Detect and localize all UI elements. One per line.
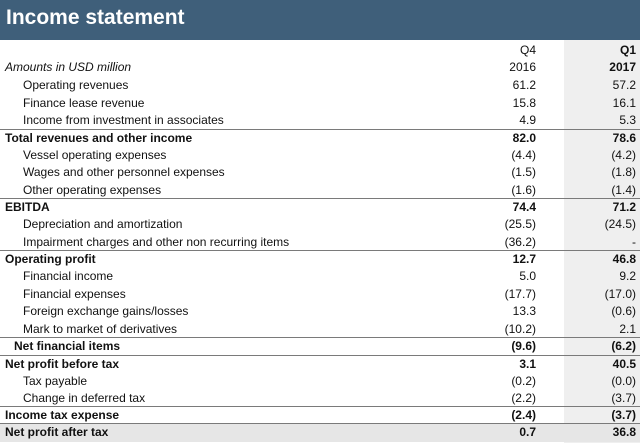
q1-2017-value: 71.2 [612,200,636,214]
column-header-bottom: Amounts in USD million 2016 2017 [0,59,640,76]
total-row: EBITDA 74.4 71.2 [0,198,640,217]
table-row: Change in deferred tax (2.2) (3.7) [0,390,640,408]
q1-2017-value: (0.0) [611,373,636,388]
q4-2016-value: (9.6) [511,339,536,353]
q4-2016-value: (36.2) [504,234,536,249]
q1-2017-value: 57.2 [612,78,636,92]
q1-2017-value: (3.7) [611,408,636,422]
table-row: Other operating expenses (1.6) (1.4) [0,182,640,200]
col-q1-header: Q1 [619,43,636,57]
row-label: Finance lease revenue [23,95,145,110]
q1-2017-value: 36.8 [612,425,636,439]
subtotal-row: Net financial items (9.6) (6.2) [0,337,640,356]
table-row: Financial income 5.0 9.2 [0,268,640,286]
q1-2017-value: 5.3 [619,113,636,127]
q1-2017-value: (17.0) [604,286,636,301]
row-label: Depreciation and amortization [23,217,183,231]
row-label: Vessel operating expenses [23,147,167,162]
q4-2016-value: 12.7 [512,252,536,266]
table-row: Financial expenses (17.7) (17.0) [0,286,640,304]
highlight-column [564,40,640,443]
row-label: Tax payable [23,373,88,388]
row-label: Foreign exchange gains/losses [23,304,189,318]
q4-2016-value: 5.0 [519,269,536,283]
q4-2016-value: 13.3 [512,304,536,318]
row-label: Other operating expenses [23,182,162,197]
row-label: Operating revenues [23,78,129,92]
col-2016-header: 2016 [509,60,536,74]
q4-2016-value: 61.2 [512,78,536,92]
q1-2017-value: (4.2) [611,147,636,162]
table-row: Depreciation and amortization (25.5) (24… [0,216,640,234]
row-label: Net financial items [14,339,121,353]
table-row: Wages and other personnel expenses (1.5)… [0,164,640,182]
amounts-label: Amounts in USD million [5,60,132,74]
q4-2016-value: 0.7 [519,425,536,439]
q1-2017-value: (1.4) [611,182,636,197]
total-row: Net profit before tax 3.1 40.5 [0,354,640,374]
q4-2016-value: 3.1 [519,356,536,371]
row-label: Change in deferred tax [23,390,146,405]
total-row: Operating profit 12.7 46.8 [0,250,640,269]
row-label: Impairment charges and other non recurri… [23,234,290,249]
column-header-top: Q4 Q1 [0,42,640,59]
table-row: Finance lease revenue 15.8 16.1 [0,95,640,113]
q4-2016-value: 82.0 [512,130,536,145]
q4-2016-value: (4.4) [511,147,536,162]
row-label: Net profit after tax [5,425,109,439]
q1-2017-value: (0.6) [611,304,636,318]
q1-2017-value: 40.5 [612,356,636,371]
table-row: Vessel operating expenses (4.4) (4.2) [0,147,640,165]
q4-2016-value: (17.7) [504,286,536,301]
row-label: Income tax expense [5,408,120,422]
table-row: Mark to market of derivatives (10.2) 2.1 [0,321,640,339]
q1-2017-value: 16.1 [612,95,636,110]
q1-2017-value: 46.8 [612,252,636,266]
row-label: Total revenues and other income [5,130,193,145]
row-label: Income from investment in associates [23,113,224,127]
q4-2016-value: (2.2) [511,390,536,405]
row-label: EBITDA [5,200,50,214]
q4-2016-value: (0.2) [511,373,536,388]
row-label: Wages and other personnel expenses [23,165,225,179]
total-row: Total revenues and other income 82.0 78.… [0,128,640,148]
q4-2016-value: (1.5) [511,165,536,179]
row-label: Financial income [23,269,114,283]
q4-2016-value: (1.6) [511,182,536,197]
table-row: Operating revenues 61.2 57.2 [0,77,640,95]
row-label: Net profit before tax [5,356,120,371]
q1-2017-value: - [632,234,636,249]
q1-2017-value: 78.6 [612,130,636,145]
col-2017-header: 2017 [609,60,636,74]
q4-2016-value: (10.2) [504,321,536,336]
title-bar: Income statement [0,0,640,40]
q1-2017-value: 9.2 [619,269,636,283]
row-label: Financial expenses [23,286,126,301]
page-title: Income statement [6,6,185,29]
q1-2017-value: 2.1 [619,321,636,336]
q4-2016-value: 15.8 [512,95,536,110]
row-label: Mark to market of derivatives [23,321,178,336]
row-label: Operating profit [5,252,96,266]
q4-2016-value: 4.9 [519,113,536,127]
table-row: Foreign exchange gains/losses 13.3 (0.6) [0,303,640,321]
q1-2017-value: (6.2) [611,339,636,353]
q4-2016-value: (25.5) [504,217,536,231]
net-profit-row: Net profit after tax 0.7 36.8 [0,423,640,442]
total-row: Income tax expense (2.4) (3.7) [0,406,640,425]
q4-2016-value: 74.4 [512,200,536,214]
table-row: Impairment charges and other non recurri… [0,234,640,252]
q1-2017-value: (24.5) [604,217,636,231]
col-q4-header: Q4 [519,43,536,57]
q1-2017-value: (3.7) [611,390,636,405]
table-row: Tax payable (0.2) (0.0) [0,373,640,391]
q4-2016-value: (2.4) [511,408,536,422]
table-row: Income from investment in associates 4.9… [0,112,640,130]
q1-2017-value: (1.8) [611,165,636,179]
